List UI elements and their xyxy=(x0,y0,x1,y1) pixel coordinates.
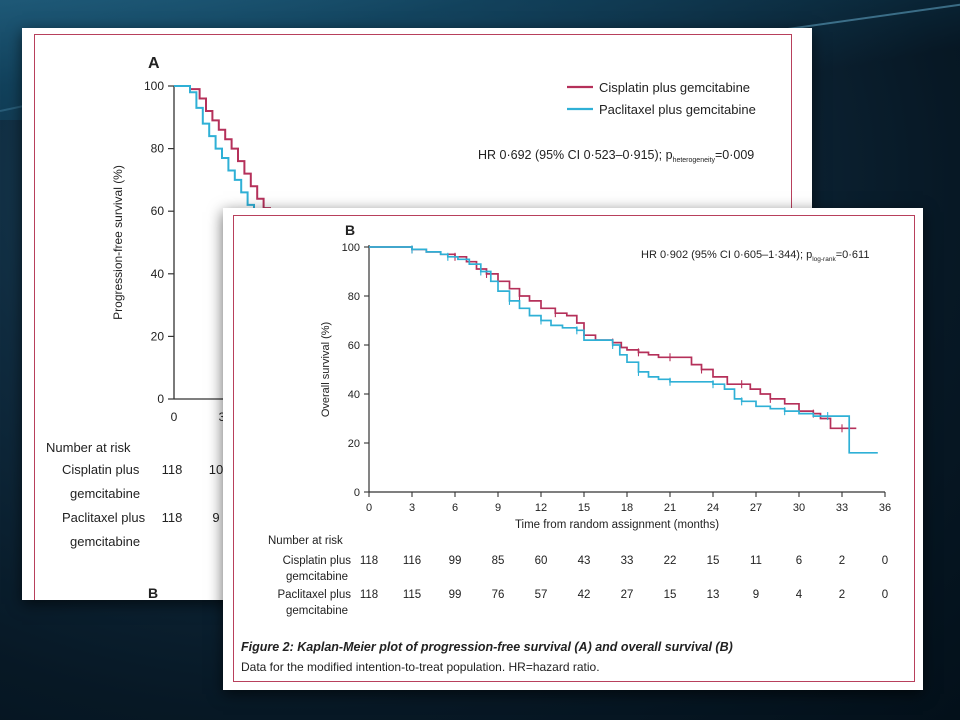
risk-row-label: gemcitabine xyxy=(286,571,348,583)
risk-value: 115 xyxy=(403,589,421,601)
legend-entry: Paclitaxel plus gemcitabine xyxy=(599,102,756,117)
x-tick-label: 9 xyxy=(495,502,501,514)
risk-value: 85 xyxy=(492,555,505,567)
y-tick-label: 20 xyxy=(151,329,165,343)
series-line-paclitaxel xyxy=(174,85,255,215)
risk-row-label: Cisplatin plus xyxy=(283,555,352,567)
risk-value: 13 xyxy=(707,589,720,601)
y-tick-label: 0 xyxy=(157,392,164,406)
risk-value: 4 xyxy=(796,589,803,601)
risk-value: 99 xyxy=(449,555,462,567)
x-tick-label: 12 xyxy=(535,502,547,514)
x-tick-label: 6 xyxy=(452,502,458,514)
figure-caption-text: Data for the modified intention-to-treat… xyxy=(241,660,600,674)
x-tick-label: 36 xyxy=(879,502,891,514)
risk-value: 15 xyxy=(707,555,720,567)
risk-value: 15 xyxy=(664,589,677,601)
hazard-ratio-text: HR 0·692 (95% CI 0·523–0·915); pheteroge… xyxy=(478,148,754,164)
next-panel-label: B xyxy=(148,585,158,601)
risk-value: 33 xyxy=(621,555,634,567)
y-tick-label: 0 xyxy=(354,487,360,499)
x-tick-label: 3 xyxy=(409,502,415,514)
x-tick-label: 30 xyxy=(793,502,805,514)
y-tick-label: 80 xyxy=(348,291,360,303)
risk-value: 11 xyxy=(750,555,762,567)
risk-value: 6 xyxy=(796,555,802,567)
risk-value: 2 xyxy=(839,555,845,567)
risk-value: 0 xyxy=(882,555,888,567)
y-tick-label: 40 xyxy=(348,389,360,401)
risk-value: 116 xyxy=(403,555,421,567)
series-line-paclitaxel xyxy=(369,246,878,454)
risk-value: 118 xyxy=(360,589,378,601)
panel-label: A xyxy=(148,55,160,72)
y-tick-label: 20 xyxy=(348,438,360,450)
series-line-cisplatin xyxy=(174,85,271,218)
legend-entry: Cisplatin plus gemcitabine xyxy=(599,80,750,95)
hazard-ratio-text: HR 0·902 (95% CI 0·605–1·344); plog-rank… xyxy=(641,249,869,263)
y-axis-title: Overall survival (%) xyxy=(320,322,332,417)
y-tick-label: 80 xyxy=(151,142,165,156)
risk-row-label: gemcitabine xyxy=(70,486,140,501)
risk-value: 57 xyxy=(535,589,548,601)
risk-row-label: gemcitabine xyxy=(70,534,140,549)
y-tick-label: 100 xyxy=(144,79,164,93)
risk-value: 118 xyxy=(162,510,183,525)
x-tick-label: 3 xyxy=(219,410,226,424)
x-tick-label: 27 xyxy=(750,502,762,514)
risk-value: 118 xyxy=(162,462,183,477)
risk-row-label: Paclitaxel plus xyxy=(277,589,351,601)
y-axis-title: Progression-free survival (%) xyxy=(111,165,125,320)
series-line-cisplatin xyxy=(369,246,857,430)
risk-value: 22 xyxy=(664,555,677,567)
risk-value: 9 xyxy=(753,589,759,601)
panel-label: B xyxy=(345,222,355,238)
risk-row-label: gemcitabine xyxy=(286,605,348,617)
risk-value: 118 xyxy=(360,555,378,567)
x-axis-title: Time from random assignment (months) xyxy=(515,519,719,531)
risk-value: 0 xyxy=(882,589,888,601)
risk-value: 76 xyxy=(492,589,505,601)
y-tick-label: 40 xyxy=(151,267,165,281)
y-tick-label: 100 xyxy=(342,242,360,254)
risk-value: 42 xyxy=(578,589,591,601)
x-tick-label: 33 xyxy=(836,502,848,514)
x-tick-label: 24 xyxy=(707,502,719,514)
risk-row-label: Cisplatin plus xyxy=(62,462,140,477)
x-tick-label: 15 xyxy=(578,502,590,514)
x-tick-label: 18 xyxy=(621,502,633,514)
risk-value: 10 xyxy=(209,462,223,477)
y-tick-label: 60 xyxy=(151,204,165,218)
risk-table-title: Number at risk xyxy=(46,440,131,455)
risk-value: 9 xyxy=(212,510,219,525)
risk-value: 2 xyxy=(839,589,845,601)
x-tick-label: 0 xyxy=(366,502,372,514)
risk-table-title: Number at risk xyxy=(268,535,343,547)
risk-value: 43 xyxy=(578,555,591,567)
y-tick-label: 60 xyxy=(348,340,360,352)
x-tick-label: 0 xyxy=(171,410,178,424)
risk-value: 99 xyxy=(449,589,462,601)
chart-panel-b: B 0 20 40 60 80 100 0 3 6 9 12 15 18 21 24 27 30 33 36 Time … xyxy=(223,208,923,690)
risk-value: 27 xyxy=(621,589,634,601)
x-tick-label: 21 xyxy=(664,502,676,514)
figure-caption-title: Figure 2: Kaplan-Meier plot of progressi… xyxy=(241,640,733,654)
risk-row-label: Paclitaxel plus xyxy=(62,510,146,525)
risk-value: 60 xyxy=(535,555,548,567)
